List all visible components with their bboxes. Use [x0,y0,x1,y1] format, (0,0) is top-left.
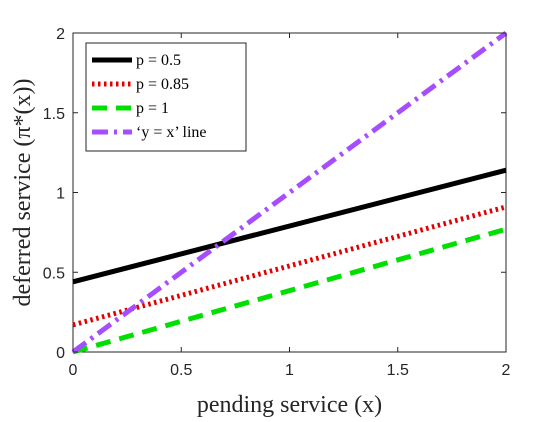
legend-label: p = 0.85 [136,76,189,93]
y-tick-label: 1.5 [43,106,65,123]
series-line-1 [72,204,507,328]
legend-label: ‘y = x’ line [136,124,206,141]
series-layer [71,30,508,355]
x-tick-label: 1.5 [387,362,409,379]
series-line-0 [72,167,507,285]
legend-label: p = 0.5 [136,52,181,69]
x-tick-label: 1 [285,362,294,379]
x-tick-label: 2 [502,362,511,379]
y-tick-label: 0.5 [43,265,65,282]
series-line-3 [71,30,508,355]
legend-box [85,42,247,152]
legend-label: p = 1 [136,100,169,117]
x-tick-label: 0 [69,362,78,379]
legend: p = 0.5 p = 0.85 p = 1 ‘y = x’ line [85,42,247,152]
y-tick-label: 1 [56,186,65,203]
y-tick-label: 0 [56,345,65,362]
x-tick-label: 0.5 [170,362,192,379]
y-axis-label: deferred service (π*(x)) [10,79,36,307]
axes-layer: 0 0.5 1 1.5 2 0 0.5 1 1.5 2 [43,26,511,379]
x-axis-label: pending service (x) [197,392,382,418]
series-line-2 [72,226,507,355]
y-tick-label: 2 [56,26,65,43]
